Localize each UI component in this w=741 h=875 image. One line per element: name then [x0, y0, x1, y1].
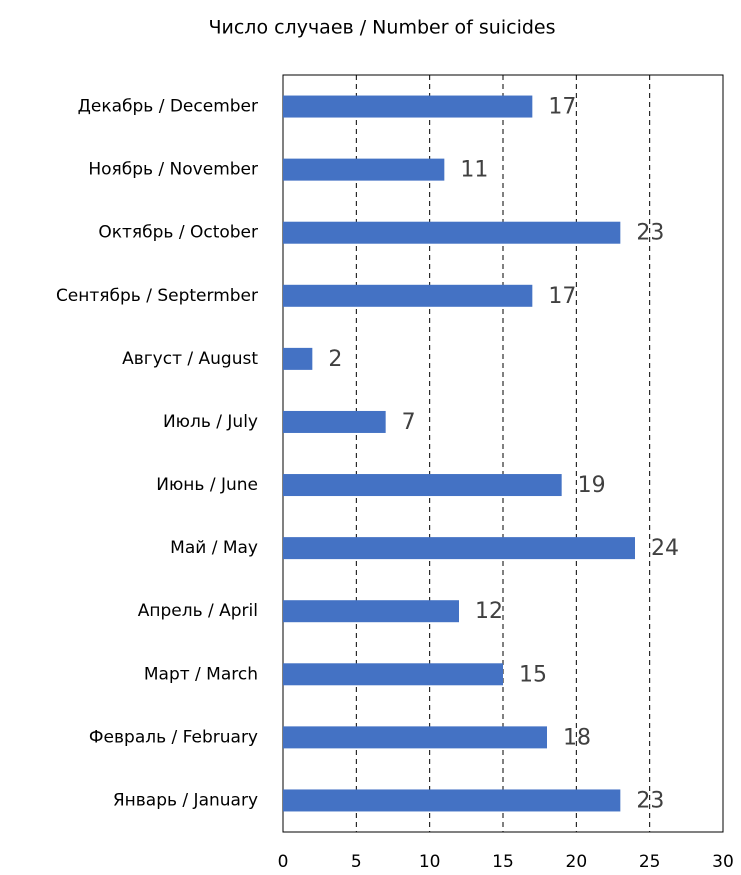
x-tick-label: 0 — [278, 852, 289, 872]
value-label: 15 — [519, 662, 547, 687]
bar — [283, 726, 547, 749]
value-label: 11 — [460, 158, 488, 183]
y-tick-label: Сентябрь / Septermber — [56, 286, 258, 306]
y-tick-label: Март / March — [144, 664, 258, 684]
y-tick-label: Январь / January — [113, 790, 258, 810]
value-label: 19 — [578, 473, 606, 498]
value-label: 23 — [636, 788, 664, 813]
bar — [283, 284, 533, 307]
bar — [283, 663, 503, 686]
x-tick-label: 20 — [566, 852, 588, 872]
y-tick-label: Август / August — [122, 349, 258, 369]
bar — [283, 537, 635, 560]
y-tick-label: Июль / July — [163, 412, 258, 432]
bar — [283, 474, 562, 497]
value-label: 12 — [475, 599, 503, 624]
x-tick-label: 15 — [492, 852, 514, 872]
bar — [283, 158, 445, 181]
chart-title: Число случаев / Number of suicides — [208, 17, 555, 39]
value-label: 7 — [402, 410, 416, 435]
value-label: 23 — [636, 221, 664, 246]
value-label: 24 — [651, 536, 679, 561]
value-label: 17 — [548, 284, 576, 309]
x-tick-label: 25 — [639, 852, 661, 872]
bar — [283, 347, 313, 370]
y-tick-label: Октябрь / October — [98, 223, 258, 243]
y-tick-label: Апрель / April — [138, 601, 258, 621]
y-tick-label: Февраль / February — [89, 727, 258, 747]
x-tick-label: 5 — [351, 852, 362, 872]
y-tick-label: Ноябрь / November — [88, 160, 258, 180]
value-label: 17 — [548, 95, 576, 120]
y-tick-label: Декабрь / December — [78, 97, 258, 117]
y-tick-label: Май / May — [170, 538, 258, 558]
bar — [283, 410, 386, 433]
bar — [283, 600, 459, 623]
bar — [283, 95, 533, 118]
x-tick-label: 10 — [419, 852, 441, 872]
x-tick-label: 30 — [712, 852, 734, 872]
bar — [283, 789, 621, 812]
bar — [283, 221, 621, 244]
value-label: 18 — [563, 725, 591, 750]
y-tick-label: Июнь / June — [156, 475, 258, 495]
value-label: 2 — [328, 347, 342, 372]
